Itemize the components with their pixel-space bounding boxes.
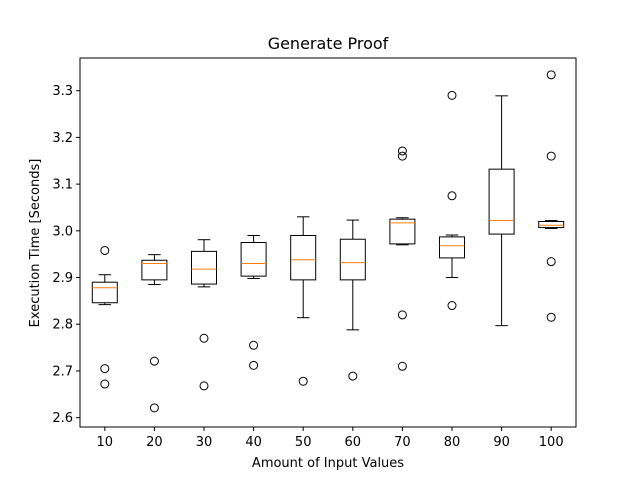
- outlier-point: [199, 381, 209, 391]
- outlier-point: [249, 340, 259, 350]
- outlier-point: [149, 356, 159, 366]
- iqr-box: [439, 236, 465, 259]
- outlier-point: [546, 70, 556, 80]
- outlier-point: [348, 371, 358, 381]
- x-tick-label: 40: [245, 435, 262, 450]
- y-tick-label: 2.6: [52, 411, 73, 426]
- outlier-point: [447, 191, 457, 201]
- iqr-box: [141, 259, 168, 281]
- outlier-point: [199, 333, 209, 343]
- outlier-point: [397, 310, 407, 320]
- plot-frame: [79, 57, 577, 428]
- outlier-point: [249, 360, 259, 370]
- iqr-box: [91, 281, 118, 304]
- y-tick-label: 3.2: [52, 131, 73, 146]
- outlier-point: [298, 376, 308, 386]
- y-tick-label: 2.7: [52, 364, 73, 379]
- outlier-point: [397, 146, 407, 156]
- x-axis-label: Amount of Input Values: [252, 456, 404, 471]
- x-tick-label: 30: [196, 435, 213, 450]
- y-axis-label: Execution Time [Seconds]: [28, 159, 43, 328]
- outlier-point: [100, 364, 110, 374]
- iqr-box: [488, 168, 515, 235]
- x-tick-label: 90: [493, 435, 510, 450]
- y-tick-label: 3.1: [52, 178, 73, 193]
- x-tick-label: 10: [97, 435, 114, 450]
- x-tick-label: 20: [146, 435, 163, 450]
- iqr-box: [538, 220, 565, 229]
- x-tick-label: 70: [394, 435, 411, 450]
- outlier-point: [397, 361, 407, 371]
- y-tick-label: 3.3: [52, 84, 73, 99]
- chart-title: Generate Proof: [268, 34, 389, 53]
- x-tick-label: 60: [345, 435, 362, 450]
- x-tick-label: 100: [539, 435, 564, 450]
- outlier-point: [447, 90, 457, 100]
- outlier-point: [546, 257, 556, 267]
- outlier-point: [447, 301, 457, 311]
- iqr-box: [240, 242, 267, 277]
- outlier-point: [100, 379, 110, 389]
- outlier-point: [546, 312, 556, 322]
- outlier-point: [100, 245, 110, 255]
- y-tick-label: 2.9: [52, 271, 73, 286]
- x-tick-label: 50: [295, 435, 312, 450]
- iqr-box: [191, 250, 217, 285]
- iqr-box: [290, 234, 317, 281]
- plot-area: 2.6 2.7 2.8 2.9 3.0 3.1 3.2 3.3 10 20 30 40 50 60 70 80…: [52, 70, 565, 450]
- iqr-box: [389, 218, 416, 245]
- outlier-point: [546, 151, 556, 161]
- y-tick-label: 3.0: [52, 224, 73, 239]
- iqr-box: [339, 238, 366, 281]
- outlier-point: [397, 151, 407, 161]
- x-tick-label: 80: [444, 435, 461, 450]
- y-tick-label: 2.8: [52, 318, 73, 333]
- outlier-point: [149, 403, 159, 413]
